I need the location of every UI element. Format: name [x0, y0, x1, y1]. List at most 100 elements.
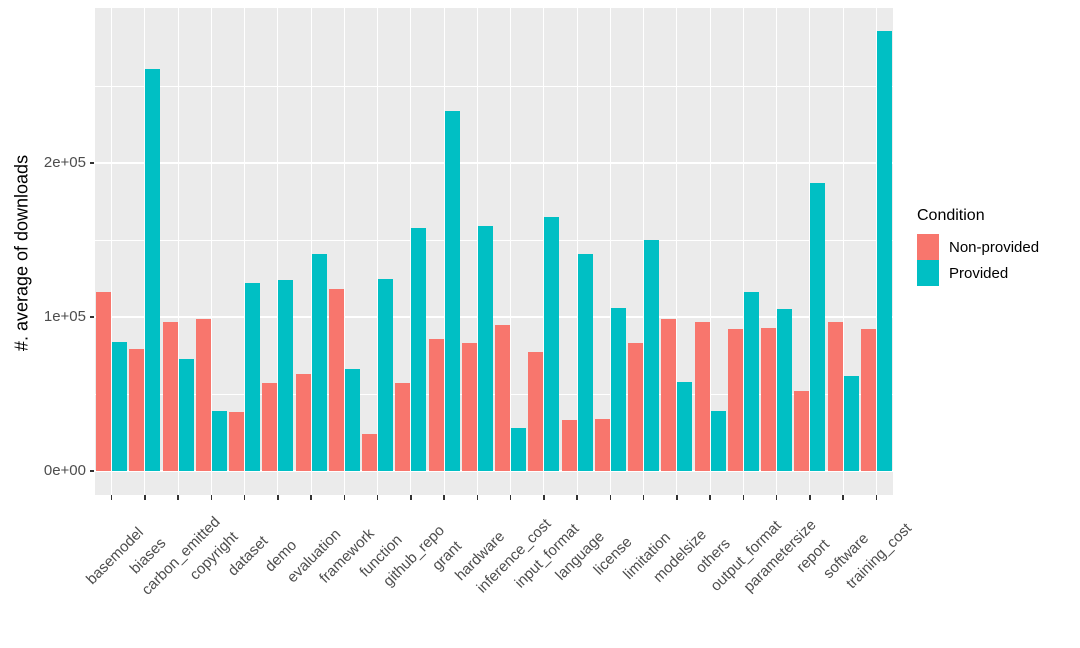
bar-non-provided-dataset	[229, 412, 245, 471]
gridline-major-vertical	[776, 8, 778, 495]
bar-non-provided-training_cost	[860, 329, 876, 471]
bar-provided-copyright	[211, 410, 227, 471]
bar-provided-inference_cost	[511, 427, 527, 471]
legend-item-provided: Provided	[917, 260, 1077, 286]
gridline-major-vertical	[210, 8, 212, 495]
bar-non-provided-others	[694, 321, 710, 471]
bar-non-provided-copyright	[195, 318, 211, 471]
bar-provided-training_cost	[876, 30, 892, 471]
gridline-minor-horizontal	[95, 86, 893, 87]
plot-panel	[95, 8, 893, 495]
y-tick-label: 0e+00	[43, 462, 86, 479]
bar-provided-others	[710, 410, 726, 471]
x-tick-mark	[443, 495, 445, 500]
x-tick-mark	[642, 495, 645, 500]
bar-provided-evaluation	[311, 253, 327, 471]
bar-provided-output_format	[743, 292, 759, 471]
y-tick-mark	[90, 470, 94, 472]
gridline-major-vertical	[543, 8, 545, 495]
bar-provided-software	[843, 375, 859, 471]
gridline-major-vertical	[177, 8, 179, 495]
gridline-major-vertical	[809, 8, 811, 495]
gridline-major-vertical	[643, 8, 645, 495]
y-tick-mark	[90, 316, 94, 318]
gridline-major-vertical	[310, 8, 312, 495]
x-tick-mark	[476, 495, 479, 500]
x-tick-mark	[110, 495, 113, 500]
gridline-major-vertical	[443, 8, 445, 495]
bar-non-provided-biases	[129, 349, 145, 471]
x-tick-mark	[775, 495, 778, 500]
gridline-major-vertical	[144, 8, 146, 495]
bar-provided-modelsize	[677, 381, 693, 471]
gridline-minor-horizontal	[95, 240, 893, 241]
x-tick-mark	[842, 495, 844, 500]
bar-provided-parametersize	[777, 309, 793, 471]
bar-non-provided-software	[827, 321, 843, 471]
gridline-major-vertical	[576, 8, 578, 495]
legend-item-non-provided: Non-provided	[917, 234, 1077, 260]
gridline-major-vertical	[476, 8, 478, 495]
x-tick-mark	[543, 495, 545, 500]
bar-provided-biases	[145, 69, 161, 471]
bar-non-provided-limitation	[628, 343, 644, 471]
bar-provided-framework	[344, 369, 360, 471]
bar-provided-dataset	[245, 283, 261, 471]
gridline-major-vertical	[875, 8, 877, 495]
bar-non-provided-github_repo	[395, 383, 411, 471]
bar-non-provided-inference_cost	[495, 324, 511, 471]
gridline-major-vertical	[742, 8, 744, 495]
bar-provided-language	[577, 253, 593, 471]
bar-non-provided-parametersize	[761, 327, 777, 471]
gridline-minor-horizontal	[95, 394, 893, 395]
y-tick-label: 2e+05	[43, 154, 86, 171]
x-tick-mark	[243, 495, 246, 500]
x-tick-mark	[509, 495, 512, 500]
bar-provided-report	[810, 183, 826, 471]
bar-non-provided-report	[794, 390, 810, 471]
gridline-major-vertical	[676, 8, 678, 495]
legend: Condition Non-provided Provided	[917, 207, 1077, 286]
gridline-major-horizontal	[95, 470, 893, 472]
bar-provided-demo	[278, 280, 294, 471]
gridline-major-horizontal	[95, 316, 893, 318]
bar-non-provided-license	[594, 418, 610, 471]
bar-non-provided-carbon_emitted	[162, 321, 178, 471]
legend-item-label: Non-provided	[949, 238, 1040, 256]
x-tick-mark	[742, 495, 745, 500]
legend-item-label: Provided	[949, 264, 1009, 282]
bar-non-provided-function	[362, 434, 378, 471]
bar-provided-carbon_emitted	[178, 358, 194, 471]
bar-provided-license	[610, 307, 626, 471]
gridline-major-vertical	[277, 8, 279, 495]
bar-non-provided-basemodel	[96, 292, 112, 471]
bar-non-provided-output_format	[727, 329, 743, 471]
bar-non-provided-grant	[428, 338, 444, 471]
gridline-major-vertical	[343, 8, 345, 495]
x-tick-mark	[210, 495, 213, 500]
bar-non-provided-input_format	[528, 352, 544, 471]
bar-provided-input_format	[544, 216, 560, 471]
x-tick-mark	[144, 495, 146, 500]
bar-non-provided-language	[561, 420, 577, 471]
gridline-major-vertical	[842, 8, 844, 495]
x-tick-mark	[875, 495, 878, 500]
x-tick-mark	[609, 495, 612, 500]
bar-provided-grant	[444, 110, 460, 471]
gridline-major-horizontal	[95, 162, 893, 164]
bar-provided-github_repo	[411, 227, 427, 471]
x-tick-mark	[177, 495, 179, 500]
bar-provided-limitation	[644, 240, 660, 471]
x-tick-mark	[809, 495, 811, 500]
gridline-major-vertical	[377, 8, 379, 495]
legend-swatch-provided	[917, 260, 939, 286]
bar-non-provided-modelsize	[661, 318, 677, 471]
x-tick-mark	[410, 495, 412, 500]
y-tick-mark	[90, 162, 94, 164]
bar-non-provided-demo	[262, 383, 278, 471]
x-tick-mark	[343, 495, 346, 500]
gridline-major-vertical	[244, 8, 246, 495]
x-tick-mark	[676, 495, 678, 500]
gridline-major-vertical	[609, 8, 611, 495]
